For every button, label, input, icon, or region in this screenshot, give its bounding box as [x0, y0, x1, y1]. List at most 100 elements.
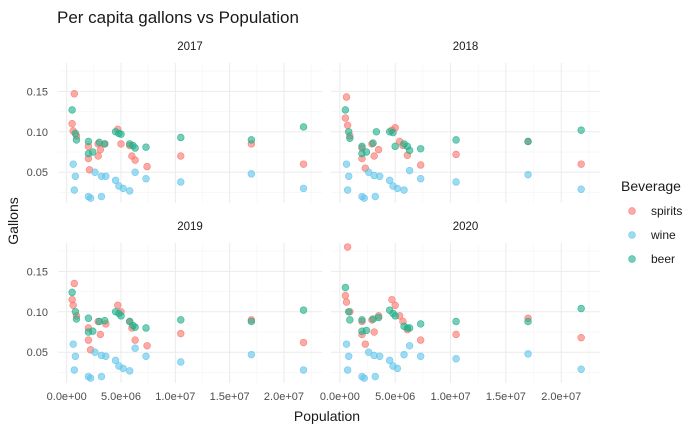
- facet-panel-2019: 2019 0.05 0.10 0.15 0.0e+00 5.0e+06 1.0e+07 1.5…: [27, 221, 322, 403]
- legend-key-wine: [628, 231, 636, 239]
- point-spirits: [416, 336, 425, 344]
- point-beer: [131, 144, 139, 152]
- point-wine: [342, 160, 351, 168]
- point-wine: [416, 175, 425, 183]
- point-beer: [72, 315, 81, 323]
- x-tick-label: 0.0e+00: [320, 391, 360, 403]
- y-tick-label: 0.15: [27, 266, 48, 278]
- point-beer: [452, 136, 460, 144]
- point-beer: [452, 317, 460, 326]
- point-beer: [405, 146, 414, 155]
- point-spirits: [299, 338, 308, 347]
- point-spirits: [299, 160, 308, 168]
- point-beer: [416, 320, 425, 328]
- x-tick-label: 1.0e+07: [431, 391, 471, 403]
- point-beer: [117, 312, 125, 320]
- x-axis-title: Population: [294, 408, 360, 424]
- point-wine: [70, 366, 78, 374]
- point-spirits: [341, 291, 350, 300]
- y-tick-label: 0.05: [27, 347, 48, 359]
- legend-title: Beverage: [621, 178, 681, 194]
- point-wine: [400, 186, 408, 194]
- point-wine: [69, 160, 77, 168]
- point-wine: [376, 172, 384, 180]
- point-wine: [69, 340, 77, 348]
- point-beer: [177, 316, 185, 324]
- point-beer: [374, 313, 383, 322]
- point-wine: [345, 172, 353, 180]
- facet-panels: 2017 0.05 0.10 0.15 2018 2019 0.05 0.10 0.15 0.0e…: [27, 41, 600, 403]
- facet-strip-label: 2020: [453, 221, 479, 233]
- point-spirits: [374, 145, 383, 154]
- point-wine: [247, 350, 256, 359]
- point-wine: [405, 166, 414, 175]
- point-wine: [131, 168, 139, 176]
- facet-strip-label: 2019: [177, 221, 203, 233]
- point-beer: [577, 304, 585, 313]
- point-beer: [341, 106, 350, 114]
- point-wine: [371, 192, 379, 201]
- point-beer: [372, 128, 381, 136]
- point-spirits: [416, 161, 425, 169]
- point-wine: [343, 186, 352, 194]
- point-wine: [524, 350, 532, 358]
- point-wine: [299, 366, 308, 374]
- point-spirits: [117, 140, 125, 148]
- point-beer: [524, 137, 532, 146]
- point-wine: [97, 372, 106, 381]
- point-beer: [341, 283, 350, 292]
- point-wine: [70, 186, 78, 194]
- x-tick-label: 5.0e+06: [375, 391, 415, 403]
- facet-strip-label: 2017: [177, 41, 203, 53]
- point-beer: [84, 314, 93, 322]
- point-beer: [68, 288, 76, 297]
- point-spirits: [370, 328, 378, 336]
- point-spirits: [96, 145, 105, 154]
- point-wine: [142, 175, 150, 183]
- point-spirits: [343, 243, 352, 251]
- point-wine: [364, 168, 373, 176]
- point-wine: [360, 374, 368, 382]
- x-tick-label: 2.0e+07: [264, 391, 304, 403]
- point-wine: [342, 340, 351, 348]
- point-wine: [345, 352, 353, 360]
- y-axis-title: Gallons: [5, 197, 21, 244]
- legend-key-beer: [628, 255, 636, 263]
- x-tick-label: 2.0e+07: [541, 391, 581, 403]
- point-wine: [131, 344, 139, 352]
- point-wine: [376, 352, 384, 360]
- point-spirits: [388, 295, 396, 304]
- point-spirits: [452, 150, 460, 159]
- point-wine: [385, 176, 394, 185]
- point-wine: [299, 184, 308, 193]
- point-beer: [101, 140, 109, 148]
- point-spirits: [342, 298, 351, 306]
- point-spirits: [143, 342, 151, 350]
- point-spirits: [342, 93, 351, 101]
- point-wine: [71, 352, 80, 360]
- point-spirits: [131, 156, 139, 164]
- point-beer: [391, 142, 399, 151]
- facet-panel-2020: 2020 0.0e+00 5.0e+06 1.0e+07 1.5e+07 2.0e+07: [320, 221, 600, 403]
- point-wine: [524, 170, 532, 179]
- x-tick-label: 5.0e+06: [101, 391, 141, 403]
- facet-panel-2017: 2017 0.05 0.10 0.15: [27, 41, 322, 203]
- x-tick-label: 1.5e+07: [486, 391, 526, 403]
- point-spirits: [577, 160, 585, 168]
- point-wine: [360, 194, 368, 202]
- point-wine: [102, 352, 110, 360]
- point-beer: [346, 134, 354, 142]
- point-beer: [389, 128, 397, 137]
- point-beer: [142, 143, 150, 151]
- point-beer: [71, 308, 80, 316]
- point-wine: [371, 372, 379, 381]
- point-beer: [142, 324, 150, 332]
- chart-title: Per capita gallons vs Population: [57, 8, 299, 27]
- point-wine: [577, 185, 585, 193]
- point-spirits: [177, 329, 185, 338]
- x-tick-label: 1.5e+07: [210, 391, 250, 403]
- point-beer: [362, 326, 371, 335]
- legend-label-wine: wine: [650, 228, 676, 242]
- point-beer: [101, 316, 109, 325]
- point-beer: [416, 145, 425, 153]
